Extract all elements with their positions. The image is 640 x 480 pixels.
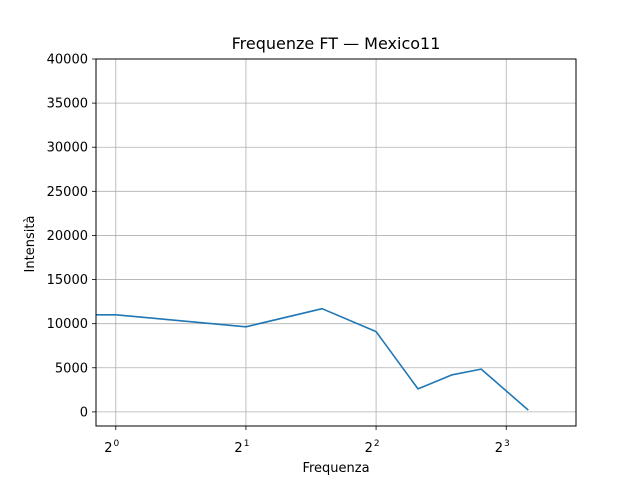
grid — [96, 58, 576, 426]
plot-lines — [96, 307, 529, 411]
ticks: 20 21 22 2305000100001500020000250003000035… — [47, 53, 510, 457]
y-tick-label: 25000 — [47, 185, 88, 200]
y-tick-label: 15000 — [47, 273, 88, 288]
axes-frame — [95, 58, 577, 427]
x-tick-label-exponent: 2 — [374, 439, 380, 449]
x-tick-label: 22 — [365, 439, 380, 456]
x-axis-label: Frequenza — [302, 461, 369, 476]
x-tick-label-exponent: 1 — [244, 439, 250, 449]
data-series-line — [96, 307, 529, 411]
y-tick-label: 5000 — [55, 361, 88, 376]
y-tick-label: 10000 — [47, 317, 88, 332]
x-tick-label-base: 2 — [234, 441, 242, 456]
x-tick-label-base: 2 — [495, 441, 503, 456]
x-tick-label-base: 2 — [104, 441, 112, 456]
x-tick-label-exponent: 3 — [504, 439, 510, 449]
x-tick-label: 23 — [495, 439, 510, 456]
y-tick-label: 20000 — [47, 229, 88, 244]
y-tick-label: 35000 — [47, 97, 88, 112]
x-tick-label: 20 — [104, 439, 119, 456]
x-tick-label-base: 2 — [365, 441, 373, 456]
y-tick-label: 0 — [80, 405, 88, 420]
x-tick-label-exponent: 0 — [114, 439, 120, 449]
y-axis-label: Intensità — [23, 216, 38, 273]
y-tick-label: 30000 — [47, 141, 88, 156]
x-tick-label: 21 — [234, 439, 249, 456]
y-tick-label: 40000 — [47, 53, 88, 68]
chart-title: Frequenze FT — Mexico11 — [232, 34, 441, 53]
